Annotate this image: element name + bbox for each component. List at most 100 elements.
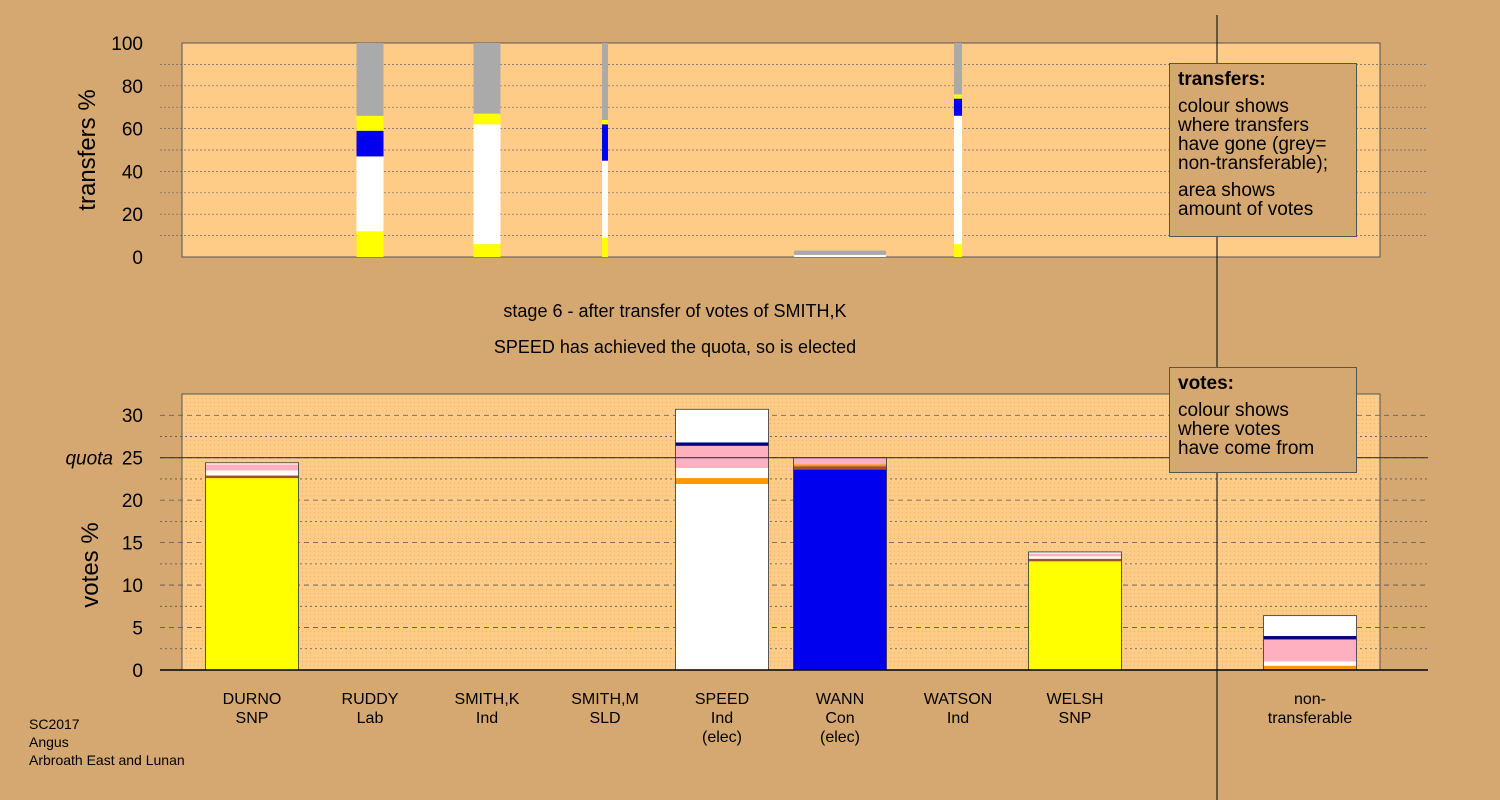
transfers-legend-line: have gone (grey= (1178, 134, 1327, 155)
transfers-legend-line: area shows (1178, 180, 1276, 201)
transfer-segment (953, 43, 963, 95)
vote-segment (675, 484, 769, 670)
footer-ward: Arbroath East and Lunan (29, 752, 185, 768)
vote-segment (1028, 553, 1122, 557)
transfer-bar (953, 43, 963, 257)
votes-legend-line: where votes (1178, 419, 1281, 440)
votes-legend-title: votes: (1178, 373, 1234, 394)
y-tick-label: 0 (132, 248, 143, 269)
footer-info: SC2017 Angus Arbroath East and Lunan (29, 715, 185, 769)
vote-segment (205, 478, 299, 670)
candidate-party: Lab (357, 710, 384, 727)
candidate-party: SNP (1059, 710, 1092, 727)
candidate-party: Ind (711, 710, 733, 727)
candidate-party: Con (825, 710, 854, 727)
transfer-segment (794, 250, 886, 255)
transfer-segment (794, 254, 886, 257)
stage-caption: stage 6 - after transfer of votes of SMI… (503, 301, 847, 321)
transfer-segment (473, 244, 501, 257)
transfer-segment (356, 115, 384, 131)
transfer-bar (602, 43, 608, 257)
y-tick-label: 30 (122, 406, 143, 427)
votes-y-ticks: 0 5 10 15 20 25 30 (122, 406, 143, 682)
vote-bar (205, 462, 299, 671)
vote-segment (205, 464, 299, 471)
candidate-party: Ind (947, 710, 969, 727)
transfers-y-axis-label: transfers % (74, 89, 101, 210)
candidate-name: SMITH,M (571, 691, 639, 708)
transfer-segment (953, 115, 963, 245)
transfer-segment (602, 120, 608, 125)
transfers-bars (356, 43, 963, 257)
vote-segment (675, 467, 769, 479)
y-tick-label: 25 (122, 449, 143, 470)
transfer-segment (473, 113, 501, 125)
vote-segment (675, 478, 769, 485)
votes-panel: quota 0 5 10 15 20 25 30 votes % DURNO SNP RUDDY… (65, 393, 1428, 746)
vote-bar (793, 457, 887, 671)
y-tick-label: 100 (111, 34, 143, 55)
vote-segment (1263, 661, 1357, 666)
y-tick-label: 20 (122, 491, 143, 512)
vote-segment (675, 442, 769, 446)
transfers-legend-title: transfers: (1178, 69, 1266, 90)
vote-segment (675, 409, 769, 443)
candidate-party: SNP (236, 710, 269, 727)
transfers-legend-line: non-transferable); (1178, 153, 1328, 174)
vote-segment (205, 462, 299, 465)
transfer-segment (356, 231, 384, 257)
candidate-party: SLD (589, 710, 620, 727)
transfers-legend-line: where transfers (1178, 115, 1309, 136)
candidate-name: RUDDY (342, 691, 399, 708)
transfer-segment (953, 98, 963, 116)
candidate-name: WATSON (924, 691, 992, 708)
y-tick-label: 0 (132, 661, 143, 682)
vote-segment (793, 469, 887, 670)
footer-council: Angus (29, 734, 69, 750)
transfers-legend: transfers: colour shows where transfers … (1169, 63, 1357, 237)
candidate-party: Ind (476, 710, 498, 727)
transfer-segment (602, 160, 608, 238)
vote-segment (1263, 665, 1357, 670)
y-tick-label: 15 (122, 534, 143, 555)
vote-segment (1028, 558, 1122, 562)
transfer-bar (356, 43, 384, 257)
vote-segment (1028, 556, 1122, 559)
y-tick-label: 10 (122, 576, 143, 597)
transfer-segment (356, 43, 384, 116)
transfers-legend-line: colour shows (1178, 96, 1289, 117)
votes-bars (205, 408, 1357, 671)
y-tick-label: 5 (132, 619, 143, 640)
vote-segment (1263, 615, 1357, 637)
transfer-segment (473, 124, 501, 245)
candidate-name: WANN (816, 691, 864, 708)
votes-legend: votes: colour shows where votes have com… (1169, 367, 1357, 473)
vote-segment (1028, 561, 1122, 670)
vote-segment (793, 464, 887, 467)
vote-segment (205, 470, 299, 476)
vote-segment (675, 445, 769, 468)
vote-segment (1263, 636, 1357, 640)
vote-segment (1028, 551, 1122, 554)
candidate-party: transferable (1268, 710, 1353, 727)
y-tick-label: 60 (122, 120, 143, 141)
vote-segment (793, 466, 887, 470)
candidate-name: WELSH (1047, 691, 1104, 708)
y-tick-label: 40 (122, 162, 143, 183)
transfer-bar (794, 250, 886, 257)
transfer-segment (356, 130, 384, 157)
transfers-legend-line: amount of votes (1178, 199, 1314, 220)
vote-segment (1263, 639, 1357, 662)
candidate-labels: DURNO SNP RUDDY Lab SMITH,K Ind SMITH,M SLD SPEE… (223, 691, 1353, 746)
transfer-segment (602, 237, 608, 257)
vote-segment (793, 457, 887, 465)
vote-bar (675, 408, 769, 671)
footer-election: SC2017 (29, 716, 80, 732)
transfer-segment (953, 94, 963, 99)
transfer-segment (953, 244, 963, 257)
candidate-name: non- (1294, 691, 1326, 708)
vote-bar (1263, 615, 1357, 671)
y-tick-label: 20 (122, 205, 143, 226)
candidate-status: (elec) (702, 729, 742, 746)
